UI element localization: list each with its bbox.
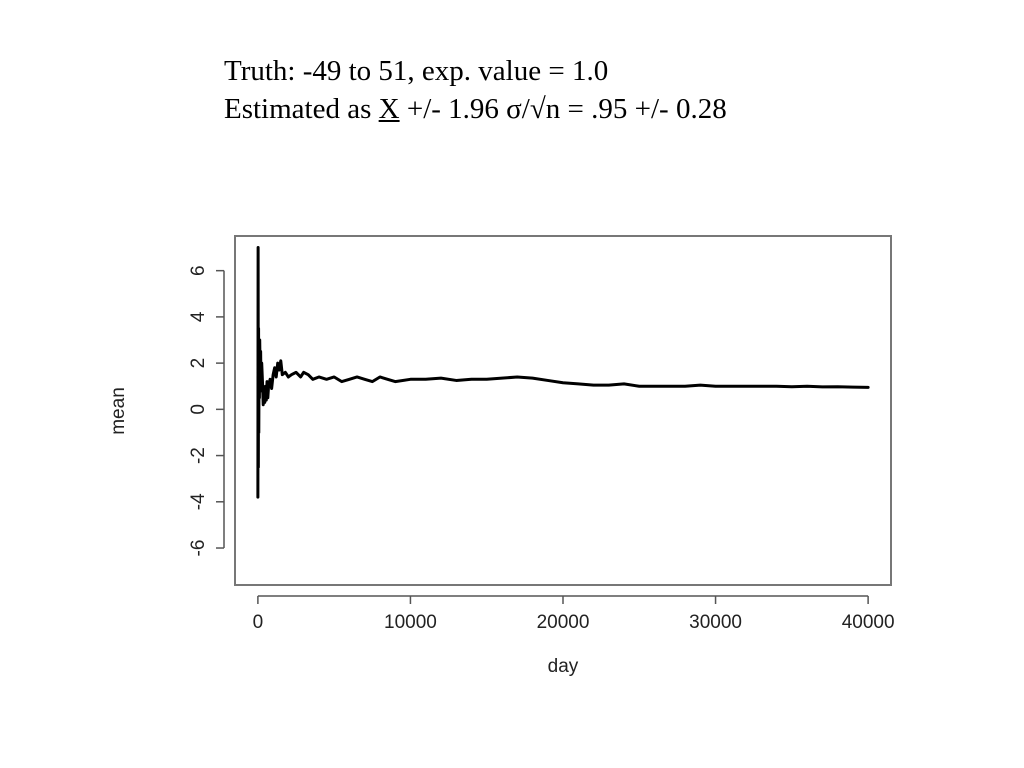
y-tick-label: 4 [188, 311, 209, 322]
y-axis: -6 -4 -2 0 2 4 6 [188, 265, 225, 557]
chart-caption: Truth: -49 to 51, exp. value = 1.0 Estim… [224, 52, 727, 128]
x-tick-label: 0 [253, 612, 264, 633]
y-tick-label: -6 [188, 540, 209, 557]
y-tick-label: 0 [188, 404, 209, 415]
series-layer [256, 246, 870, 499]
y-tick-label: -4 [188, 493, 209, 510]
y-tick-label: -2 [188, 447, 209, 464]
x-tick-label: 20000 [537, 612, 590, 633]
y-tick-label: 6 [188, 265, 209, 276]
caption-xbar-symbol: X [378, 93, 400, 125]
caption-line-estimate: Estimated as X +/- 1.96 σ/√n = .95 +/- 0… [224, 90, 727, 128]
x-tick-label: 30000 [689, 612, 742, 633]
x-axis: 0 10000 20000 30000 40000 [253, 595, 895, 633]
x-tick-label: 40000 [842, 612, 895, 633]
caption-estimate-prefix: Estimated as [224, 93, 379, 125]
plot-frame [234, 235, 892, 586]
y-axis-label: mean [108, 387, 129, 435]
x-axis-label: day [548, 656, 579, 677]
series-line-mean [256, 246, 870, 499]
y-tick-label: 2 [188, 358, 209, 369]
caption-line-truth: Truth: -49 to 51, exp. value = 1.0 [224, 55, 609, 87]
x-tick-label: 10000 [384, 612, 437, 633]
caption-estimate-suffix: +/- 1.96 σ/√n = .95 +/- 0.28 [399, 93, 727, 125]
